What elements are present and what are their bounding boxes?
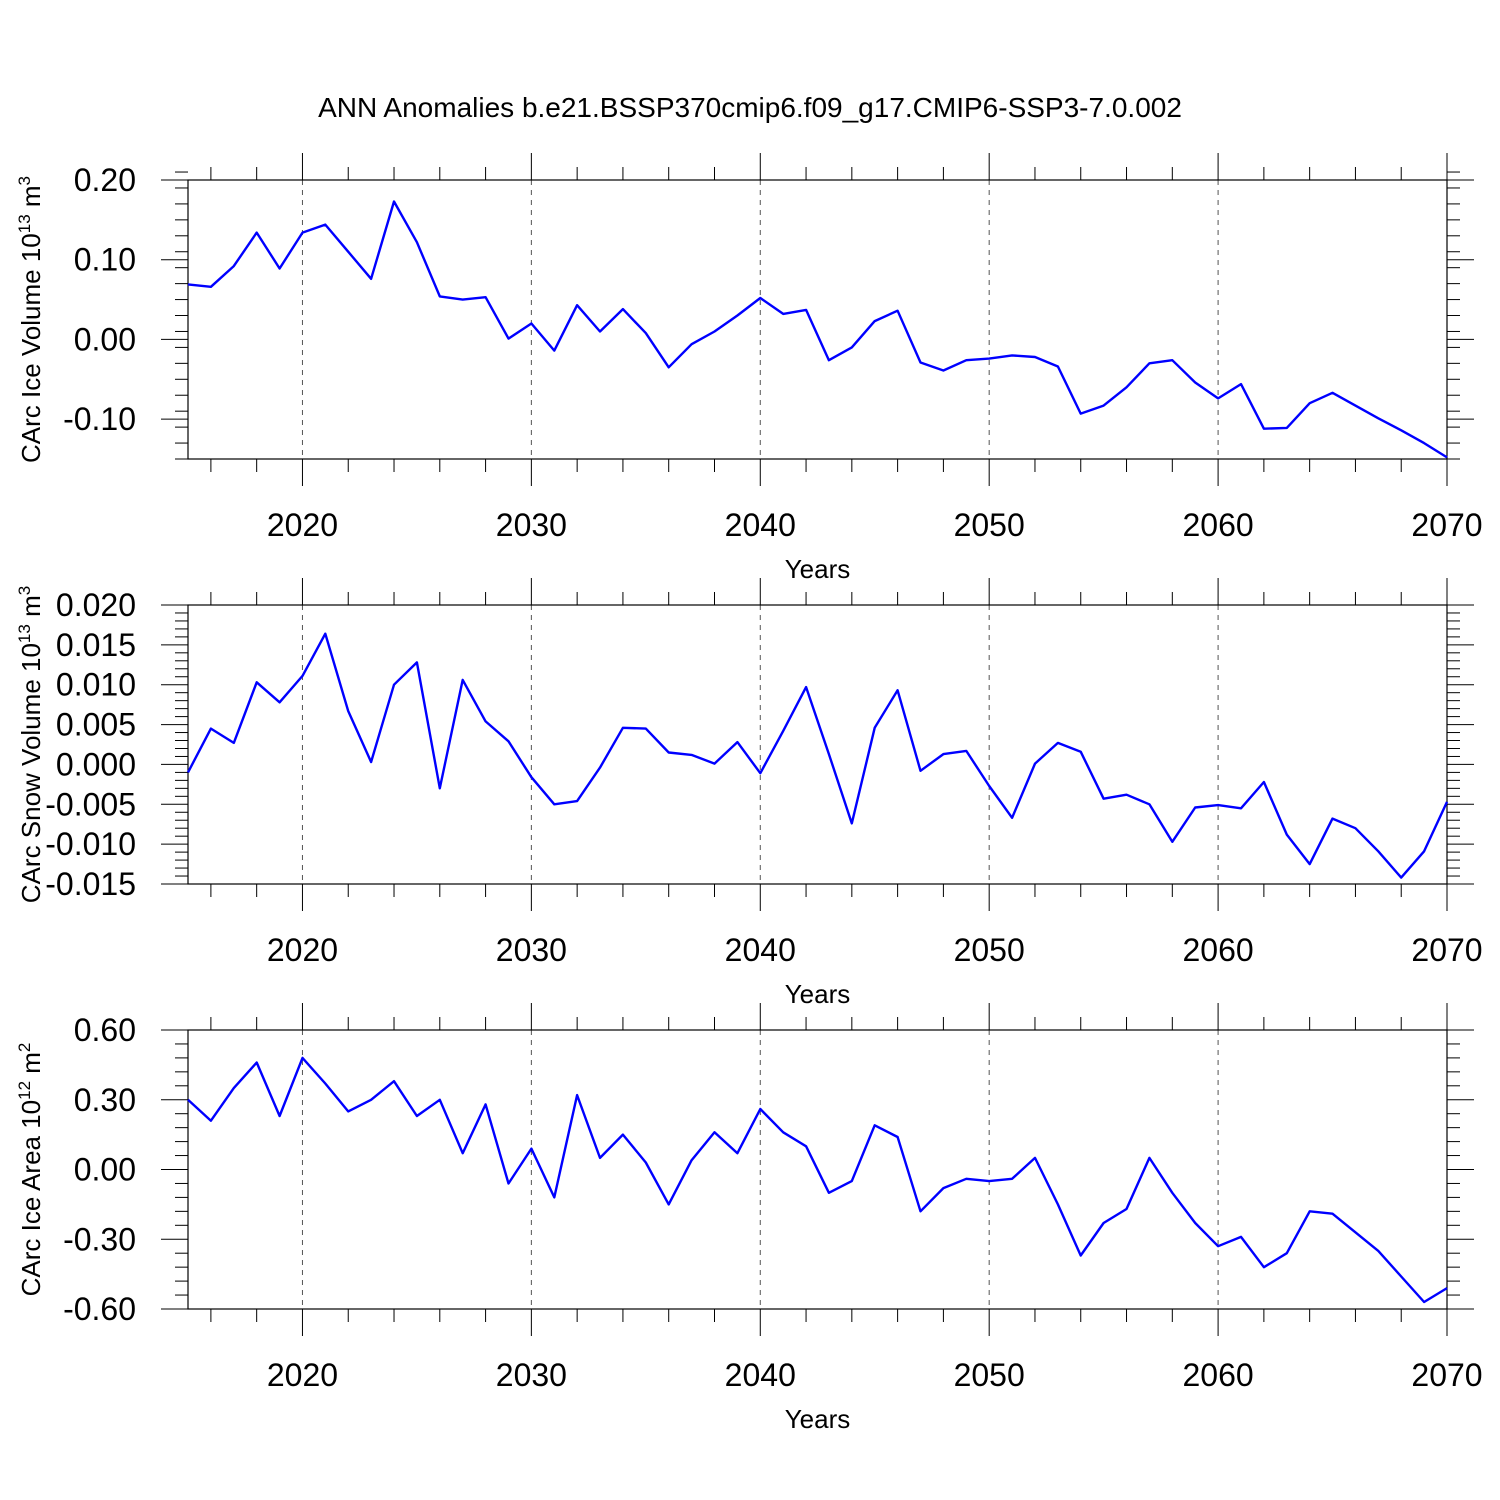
y-axis-label-part: m: [16, 1052, 46, 1081]
y-axis-label-part: CArc Ice Area 10: [16, 1100, 46, 1297]
y-axis-label-part: 2: [15, 1043, 34, 1052]
series-line: [187, 1056, 1448, 1304]
series-line: [186, 632, 1449, 879]
x-tick-label: 2020: [267, 1357, 338, 1393]
y-tick-label: -0.010: [45, 826, 136, 862]
x-tick-label: 2030: [496, 932, 567, 968]
x-tick-label: 2060: [1182, 1357, 1253, 1393]
y-tick-label: 0.015: [56, 627, 136, 663]
y-axis-label-part: 3: [15, 586, 34, 595]
y-tick-label: -0.60: [63, 1291, 136, 1327]
y-axis-label-part: 3: [15, 176, 34, 185]
x-tick-label: 2030: [496, 507, 567, 543]
x-tick-label: 2050: [954, 507, 1025, 543]
y-axis-label-part: 12: [15, 1081, 34, 1100]
y-tick-label: 0.010: [56, 667, 136, 703]
x-tick-label: 2060: [1182, 507, 1253, 543]
x-axis-label: Years: [785, 554, 851, 584]
series-line: [187, 200, 1448, 459]
x-axis-label: Years: [785, 979, 851, 1009]
y-tick-label: -0.10: [63, 401, 136, 437]
y-axis-label-part: m: [16, 185, 46, 214]
x-tick-label: 2020: [267, 932, 338, 968]
y-tick-label: 0.005: [56, 707, 136, 743]
plot-frame: [187, 604, 1448, 885]
y-tick-label: 0.20: [74, 162, 136, 198]
y-axis-label: CArc Ice Area 1012 m2: [15, 1043, 46, 1297]
y-tick-label: -0.015: [45, 866, 136, 902]
y-axis-label-part: 13: [15, 214, 34, 233]
x-tick-label: 2040: [725, 1357, 796, 1393]
chart-title: ANN Anomalies b.e21.BSSP370cmip6.f09_g17…: [318, 92, 1182, 123]
y-tick-label: 0.020: [56, 587, 136, 623]
y-axis-label-part: CArc Ice Volume 10: [16, 233, 46, 463]
panel-1: 0.20 0.10 0.00 -0.10 2020 2030 2040 2050 2060 207…: [15, 153, 1483, 584]
y-axis-label-part: CArc Snow Volume 10: [16, 643, 46, 903]
y-tick-label: 0.60: [74, 1012, 136, 1048]
y-tick-label: 0.000: [56, 746, 136, 782]
x-tick-label: 2050: [954, 1357, 1025, 1393]
y-tick-label: 0.10: [74, 242, 136, 278]
x-tick-label: 2040: [725, 932, 796, 968]
y-axis-label: CArc Snow Volume 1013 m3: [15, 586, 46, 903]
y-tick-label: 0.00: [74, 1152, 136, 1188]
x-axis-label: Years: [785, 1404, 851, 1434]
panel-3: 0.60 0.30 0.00 -0.30 -0.60 2020 2030 2040 2050 20…: [15, 1003, 1483, 1434]
x-tick-label: 2070: [1411, 932, 1482, 968]
y-axis-label-part: m: [16, 595, 46, 624]
y-tick-label: 0.30: [74, 1082, 136, 1118]
y-tick-label: -0.30: [63, 1221, 136, 1257]
y-tick-label: -0.005: [45, 786, 136, 822]
x-tick-label: 2070: [1411, 1357, 1482, 1393]
x-tick-label: 2050: [954, 932, 1025, 968]
y-axis-label-part: 13: [15, 624, 34, 643]
x-tick-label: 2070: [1411, 507, 1482, 543]
x-tick-label: 2020: [267, 507, 338, 543]
x-tick-label: 2040: [725, 507, 796, 543]
plot-frame: [187, 179, 1448, 460]
x-tick-label: 2030: [496, 1357, 567, 1393]
x-tick-label: 2060: [1182, 932, 1253, 968]
y-tick-label: 0.00: [74, 321, 136, 357]
y-axis-label: CArc Ice Volume 1013 m3: [15, 176, 46, 463]
